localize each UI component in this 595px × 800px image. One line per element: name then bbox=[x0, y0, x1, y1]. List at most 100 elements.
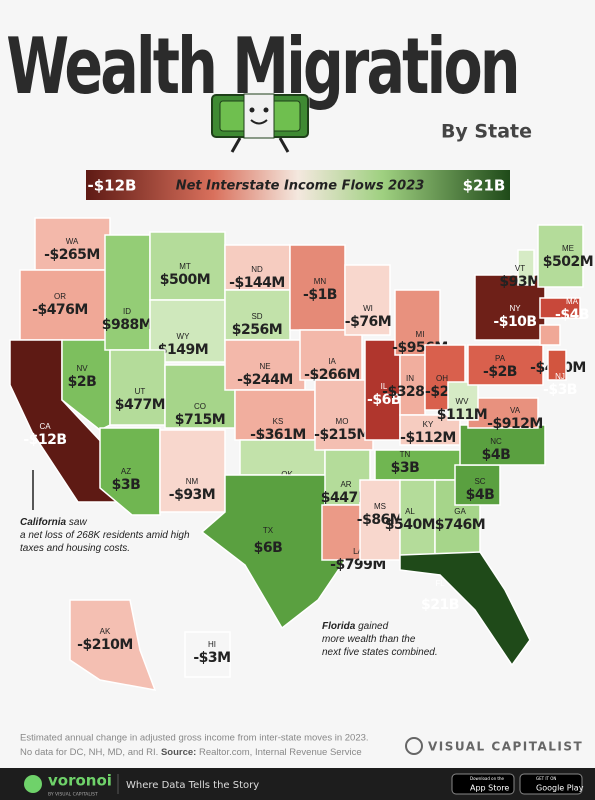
vc-logo bbox=[405, 737, 423, 755]
source-label: Source: bbox=[161, 747, 199, 758]
footer-tagline: Where Data Tells the Story bbox=[126, 780, 259, 791]
state-shape bbox=[184, 631, 231, 678]
state-shape bbox=[69, 599, 157, 691]
state-abbr: NE bbox=[259, 362, 270, 371]
money-illustration bbox=[211, 93, 309, 153]
state-abbr: ND bbox=[251, 265, 263, 274]
note-line: gained bbox=[355, 621, 388, 632]
legend-min: -$12B bbox=[88, 177, 137, 195]
state-abbr: ME bbox=[562, 244, 574, 253]
state-value: $3B bbox=[112, 477, 141, 493]
app-store-label: App Store bbox=[470, 784, 509, 793]
state-value: $6B bbox=[254, 540, 283, 556]
state-value: -$10B bbox=[493, 314, 536, 330]
state-value: $3B bbox=[391, 460, 420, 476]
state-abbr: AR bbox=[340, 480, 351, 489]
state-abbr: CA bbox=[39, 422, 51, 431]
note-line: taxes and housing costs. bbox=[20, 543, 130, 554]
state-abbr: TN bbox=[400, 450, 411, 459]
state-value: $2B bbox=[68, 374, 97, 390]
state-value: -$244M bbox=[237, 372, 293, 388]
state-value: -$3B bbox=[543, 382, 577, 398]
state-abbr: MT bbox=[179, 262, 191, 271]
state-abbr: MA bbox=[566, 297, 579, 306]
state-abbr: MI bbox=[416, 330, 425, 339]
state-value: $149M bbox=[158, 342, 208, 358]
state-abbr: SC bbox=[474, 477, 485, 486]
state-abbr: ID bbox=[123, 307, 131, 316]
legend: -$12B Net Interstate Income Flows 2023 $… bbox=[86, 170, 510, 200]
state-abbr: LA bbox=[353, 547, 363, 556]
state-abbr: NY bbox=[509, 304, 521, 313]
state-abbr: AL bbox=[405, 507, 415, 516]
app-store-button[interactable] bbox=[451, 773, 515, 795]
note-line: more wealth than the bbox=[322, 634, 416, 645]
state-value: -$912M bbox=[487, 416, 543, 432]
note-bold: California bbox=[20, 517, 67, 528]
state-value: -$1B bbox=[303, 287, 337, 303]
state-value: $4B bbox=[466, 487, 495, 503]
state-value: -$144M bbox=[229, 275, 285, 291]
source-text: Realtor.com, Internal Revenue Service bbox=[199, 747, 362, 758]
state-abbr: UT bbox=[135, 387, 146, 396]
note-line: saw bbox=[66, 517, 87, 528]
legend-max: $21B bbox=[463, 177, 506, 195]
state-value: -$112M bbox=[400, 430, 456, 446]
state-value: $502M bbox=[543, 254, 593, 270]
state-shape bbox=[99, 427, 161, 516]
state-value: $93M bbox=[499, 274, 540, 290]
state-value: $447M bbox=[321, 490, 371, 506]
state-value: -$361M bbox=[250, 427, 306, 443]
state-abbr: OR bbox=[54, 292, 66, 301]
state-shape bbox=[467, 344, 544, 386]
state-abbr: SD bbox=[251, 312, 262, 321]
footnote: Estimated annual change in adjusted gros… bbox=[20, 733, 369, 744]
state-abbr: KS bbox=[273, 417, 284, 426]
state-abbr: TX bbox=[263, 526, 274, 535]
state-value: $477M bbox=[115, 397, 165, 413]
states: WA-$265MOR-$476MCA-$12BNV$2BID$988MMT$50… bbox=[9, 217, 594, 691]
state-value: -$266M bbox=[304, 367, 360, 383]
state-value: -$215M bbox=[314, 427, 370, 443]
state-abbr: MS bbox=[374, 502, 386, 511]
state-abbr: PA bbox=[495, 354, 506, 363]
state-shape bbox=[399, 551, 531, 667]
state-value: $988M bbox=[102, 317, 152, 333]
subtitle: By State bbox=[441, 121, 532, 143]
state-abbr: NV bbox=[76, 364, 88, 373]
state-abbr: IA bbox=[328, 357, 336, 366]
state-abbr: NJ bbox=[555, 372, 565, 381]
state-abbr: OH bbox=[436, 374, 448, 383]
state-shape bbox=[547, 349, 567, 381]
footnote: No data for DC, NH, MD, and RI. Source: … bbox=[20, 747, 362, 758]
state-value: $4B bbox=[482, 447, 511, 463]
note-line: a net loss of 268K residents amid high bbox=[20, 530, 190, 541]
state-value: -$6B bbox=[367, 392, 401, 408]
note-bold: Florida bbox=[322, 621, 356, 632]
state-value: -$2B bbox=[483, 364, 517, 380]
state-abbr: CO bbox=[194, 402, 206, 411]
state-abbr: VT bbox=[515, 264, 525, 273]
state-value: -$265M bbox=[44, 247, 100, 263]
state-abbr: FL bbox=[435, 579, 445, 588]
state-abbr: GA bbox=[454, 507, 466, 516]
state-value: -$12B bbox=[23, 432, 66, 448]
state-shape bbox=[314, 379, 374, 451]
state-abbr: MN bbox=[314, 277, 327, 286]
google-play-button[interactable] bbox=[519, 773, 583, 795]
state-value: -$76M bbox=[345, 314, 391, 330]
state-abbr: AK bbox=[100, 627, 111, 636]
state-value: $111M bbox=[437, 407, 487, 423]
state-value: $746M bbox=[435, 517, 485, 533]
voronoi-icon bbox=[24, 775, 42, 793]
state-abbr: VA bbox=[510, 406, 521, 415]
state-abbr: HI bbox=[208, 640, 216, 649]
legend-gradient bbox=[86, 170, 510, 200]
voronoi-logo: voronoi bbox=[48, 772, 112, 790]
state-value: $540M bbox=[385, 517, 435, 533]
state-shape bbox=[539, 324, 561, 346]
state-value: -$4B bbox=[555, 307, 589, 323]
state-abbr: WA bbox=[66, 237, 79, 246]
brand: VISUAL CAPITALIST bbox=[428, 740, 583, 754]
